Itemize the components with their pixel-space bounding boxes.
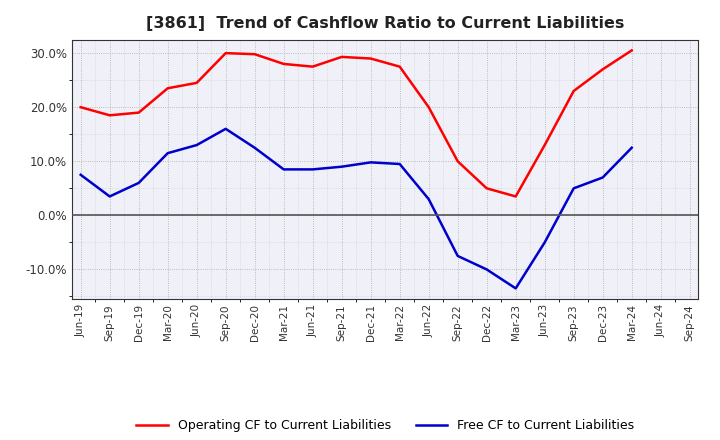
Free CF to Current Liabilities (511, 286, 520, 291)
Free CF to Current Liabilities (454, 253, 462, 259)
Free CF to Current Liabilities (366, 160, 375, 165)
Free CF to Current Liabilities (279, 167, 288, 172)
Free CF to Current Liabilities (482, 267, 491, 272)
Free CF to Current Liabilities (76, 172, 85, 177)
Free CF to Current Liabilities (598, 175, 607, 180)
Operating CF to Current Liabilities (541, 143, 549, 148)
Operating CF to Current Liabilities (338, 54, 346, 59)
Free CF to Current Liabilities (541, 240, 549, 245)
Free CF to Current Liabilities (308, 167, 317, 172)
Operating CF to Current Liabilities (598, 67, 607, 72)
Operating CF to Current Liabilities (76, 105, 85, 110)
Free CF to Current Liabilities (395, 161, 404, 167)
Free CF to Current Liabilities (163, 150, 172, 156)
Free CF to Current Liabilities (105, 194, 114, 199)
Operating CF to Current Liabilities (454, 159, 462, 164)
Operating CF to Current Liabilities (279, 61, 288, 66)
Operating CF to Current Liabilities (424, 105, 433, 110)
Free CF to Current Liabilities (570, 186, 578, 191)
Free CF to Current Liabilities (627, 145, 636, 150)
Free CF to Current Liabilities (221, 126, 230, 132)
Free CF to Current Liabilities (251, 145, 259, 150)
Operating CF to Current Liabilities (366, 56, 375, 61)
Title: [3861]  Trend of Cashflow Ratio to Current Liabilities: [3861] Trend of Cashflow Ratio to Curren… (146, 16, 624, 32)
Operating CF to Current Liabilities (135, 110, 143, 115)
Operating CF to Current Liabilities (511, 194, 520, 199)
Operating CF to Current Liabilities (251, 51, 259, 57)
Free CF to Current Liabilities (135, 180, 143, 186)
Line: Operating CF to Current Liabilities: Operating CF to Current Liabilities (81, 51, 631, 196)
Operating CF to Current Liabilities (627, 48, 636, 53)
Line: Free CF to Current Liabilities: Free CF to Current Liabilities (81, 129, 631, 288)
Operating CF to Current Liabilities (395, 64, 404, 69)
Operating CF to Current Liabilities (482, 186, 491, 191)
Operating CF to Current Liabilities (570, 88, 578, 94)
Operating CF to Current Liabilities (163, 86, 172, 91)
Operating CF to Current Liabilities (308, 64, 317, 69)
Operating CF to Current Liabilities (192, 80, 201, 85)
Free CF to Current Liabilities (424, 197, 433, 202)
Operating CF to Current Liabilities (105, 113, 114, 118)
Operating CF to Current Liabilities (221, 51, 230, 56)
Free CF to Current Liabilities (192, 143, 201, 148)
Free CF to Current Liabilities (338, 164, 346, 169)
Legend: Operating CF to Current Liabilities, Free CF to Current Liabilities: Operating CF to Current Liabilities, Fre… (131, 414, 639, 437)
